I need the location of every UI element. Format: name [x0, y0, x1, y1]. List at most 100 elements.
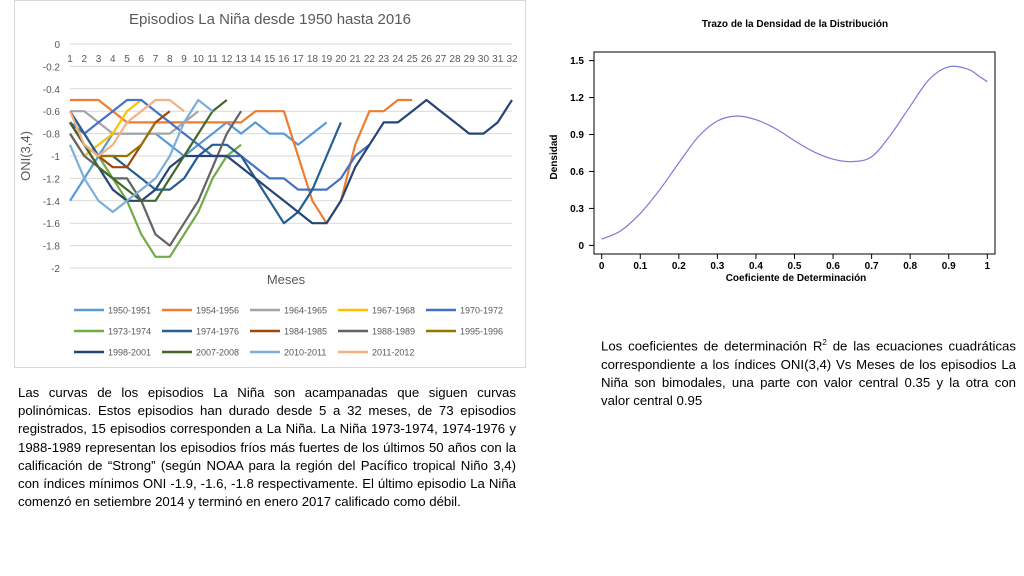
y-tick-label: -0.4 — [43, 85, 61, 96]
x-tick-label: 8 — [167, 54, 173, 65]
density-plot: Trazo de la Densidad de la Distribución … — [549, 19, 996, 284]
series-lines — [68, 98, 513, 258]
chart-frame — [14, 0, 526, 368]
density-x-ticks: 0 0.1 0.2 0.3 0.4 0.5 0.6 0.7 0.8 0.9 1 — [599, 254, 991, 272]
density-y-axis-label: Densidad — [549, 134, 560, 179]
density-x-tick-label: 0.7 — [865, 261, 879, 272]
x-tick-label: 14 — [250, 54, 262, 65]
density-y-tick-label: 1.5 — [570, 56, 584, 67]
legend-label: 1967-1968 — [372, 306, 415, 316]
x-tick-label: 19 — [321, 54, 333, 65]
legend-label: 2010-2011 — [284, 348, 326, 358]
series-line-2010-2011 — [68, 98, 214, 214]
density-plot-frame — [593, 51, 996, 255]
x-axis-label: Meses — [267, 272, 306, 287]
density-curve-group — [601, 65, 988, 240]
legend-label: 1998-2001 — [108, 348, 151, 358]
density-x-tick-label: 0.9 — [942, 261, 956, 272]
density-axes — [593, 51, 996, 255]
density-x-axis-label: Coeficiente de Determinación — [726, 273, 867, 284]
x-tick-labels: 1 2 3 4 5 6 7 8 9 10 11 12 13 14 15 16 17 18 19 20 21 22 23 24 2… — [67, 54, 518, 65]
legend-label: 1973-1974 — [108, 327, 151, 337]
legend-label: 2007-2008 — [196, 348, 239, 358]
x-tick-label: 22 — [364, 54, 376, 65]
gridlines — [70, 43, 512, 269]
x-tick-label: 13 — [236, 54, 248, 65]
density-y-tick-label: 1.2 — [570, 93, 584, 104]
y-tick-label: -1.8 — [43, 242, 61, 253]
density-y-tick-label: 0 — [578, 241, 584, 252]
x-tick-label: 29 — [464, 54, 476, 65]
right-description-post: de las ecuaciones cuadráticas correspond… — [601, 338, 1016, 408]
x-tick-label: 6 — [139, 54, 145, 65]
x-tick-label: 16 — [278, 54, 290, 65]
legend-label: 1974-1976 — [196, 327, 239, 337]
y-tick-label: -1 — [51, 152, 60, 163]
series-line-2011-2012 — [68, 98, 185, 158]
x-tick-label: 32 — [506, 54, 518, 65]
series-line-2007-2008 — [69, 99, 228, 202]
y-tick-label: -0.2 — [43, 62, 61, 73]
density-x-tick-label: 0.6 — [826, 261, 840, 272]
x-tick-label: 1 — [67, 54, 73, 65]
y-tick-label: -1.4 — [43, 197, 61, 208]
x-tick-label: 12 — [221, 54, 233, 65]
density-chart-title: Trazo de la Densidad de la Distribución — [702, 19, 888, 30]
x-tick-label: 9 — [181, 54, 187, 65]
density-y-tick-label: 0.3 — [570, 204, 584, 215]
x-tick-label: 27 — [435, 54, 447, 65]
x-tick-label: 3 — [96, 54, 102, 65]
x-tick-label: 26 — [421, 54, 433, 65]
legend: 1950-1951 1954-1956 1964-1965 1967-1968 1970… — [74, 306, 503, 358]
x-tick-label: 24 — [392, 54, 404, 65]
y-tick-label: -0.8 — [43, 130, 61, 141]
density-x-tick-label: 0.5 — [788, 261, 802, 272]
y-tick-labels: 0 -0.2 -0.4 -0.6 -0.8 -1 -1.2 -1.4 -1.6 -1.8 -2 — [43, 40, 61, 275]
x-tick-label: 30 — [478, 54, 490, 65]
y-tick-label: -1.2 — [43, 174, 61, 185]
series-line-1998-2001 — [69, 98, 513, 225]
legend-label: 1970-1972 — [460, 306, 503, 316]
density-x-tick-label: 0.8 — [903, 261, 917, 272]
x-tick-label: 15 — [264, 54, 276, 65]
y-tick-label: -0.6 — [43, 107, 61, 118]
right-description: Los coeficientes de determinación R2 de … — [601, 334, 1016, 410]
legend-label: 1988-1989 — [372, 327, 415, 337]
legend-label: 2011-2012 — [372, 348, 414, 358]
x-tick-label: 7 — [153, 54, 159, 65]
la-nina-episodes-line-chart: Episodios La Niña desde 1950 hasta 2016 … — [14, 0, 526, 368]
r-squared-superscript: 2 — [822, 338, 827, 347]
y-tick-label: -2 — [51, 264, 60, 275]
density-y-tick-label: 0.6 — [570, 167, 584, 178]
legend-label: 1995-1996 — [460, 327, 503, 337]
x-tick-label: 23 — [378, 54, 390, 65]
x-tick-label: 10 — [193, 54, 205, 65]
x-tick-label: 17 — [293, 54, 305, 65]
legend-label: 1954-1956 — [196, 306, 239, 316]
x-tick-label: 20 — [335, 54, 347, 65]
x-tick-label: 18 — [307, 54, 319, 65]
legend-label: 1950-1951 — [108, 306, 151, 316]
density-x-tick-label: 0.2 — [672, 261, 686, 272]
x-tick-label: 25 — [407, 54, 419, 65]
x-tick-label: 2 — [81, 54, 87, 65]
x-tick-label: 4 — [110, 54, 116, 65]
chart-title: Episodios La Niña desde 1950 hasta 2016 — [129, 11, 411, 28]
right-description-pre: Los coeficientes de determinación R — [601, 338, 823, 354]
density-curve — [601, 65, 988, 240]
y-tick-label: 0 — [54, 40, 60, 51]
density-x-tick-label: 0.3 — [710, 261, 724, 272]
density-x-tick-label: 0 — [599, 261, 605, 272]
x-tick-label: 11 — [207, 54, 218, 65]
x-tick-label: 31 — [492, 54, 504, 65]
x-tick-label: 28 — [449, 54, 461, 65]
legend-label: 1964-1965 — [284, 306, 327, 316]
legend-label: 1984-1985 — [284, 327, 327, 337]
density-x-tick-label: 0.4 — [749, 261, 763, 272]
x-tick-label: 21 — [350, 54, 362, 65]
y-tick-label: -1.6 — [43, 219, 61, 230]
density-x-tick-label: 1 — [985, 261, 991, 272]
series-line-1974-1976 — [69, 110, 342, 225]
y-axis-label: ONI(3,4) — [18, 131, 33, 181]
left-description: Las curvas de los episodios La Niña son … — [18, 385, 516, 510]
